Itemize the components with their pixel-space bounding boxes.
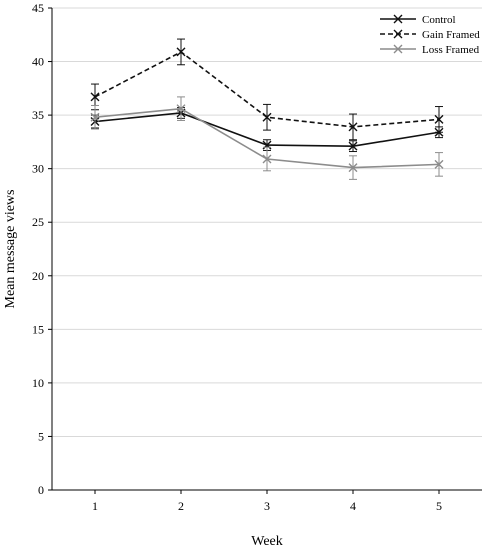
series-control xyxy=(90,107,444,153)
x-tick-label: 2 xyxy=(178,499,184,513)
legend-marker xyxy=(393,29,403,39)
series-line xyxy=(94,50,440,128)
data-point xyxy=(90,112,100,122)
legend-marker xyxy=(393,44,403,54)
x-tick-label: 4 xyxy=(350,499,356,513)
y-tick-label: 5 xyxy=(38,429,44,443)
y-tick-label: 25 xyxy=(32,215,44,229)
data-point xyxy=(262,140,272,150)
data-point xyxy=(434,114,444,124)
data-point xyxy=(348,141,358,151)
series-gain-framed xyxy=(90,38,444,141)
data-point xyxy=(262,112,272,122)
data-point xyxy=(176,104,186,114)
y-axis-title: Mean message views xyxy=(3,190,18,309)
legend-label: Control xyxy=(422,14,456,26)
data-point xyxy=(348,163,358,173)
legend: Control Gain Framed Loss Framed xyxy=(380,14,480,56)
data-point xyxy=(262,154,272,164)
y-tick-label: 40 xyxy=(32,55,44,69)
x-tick-label: 3 xyxy=(264,499,270,513)
legend-label: Loss Framed xyxy=(422,44,480,56)
data-point xyxy=(176,47,186,57)
legend-label: Gain Framed xyxy=(422,29,480,41)
y-tick-label: 35 xyxy=(32,108,44,122)
legend-marker xyxy=(393,14,403,24)
y-tick-label: 0 xyxy=(38,483,44,497)
y-tick-label: 45 xyxy=(32,1,44,15)
data-point xyxy=(348,122,358,132)
series-loss-framed xyxy=(90,96,444,180)
x-axis-title: Week xyxy=(251,534,283,549)
x-tick-label: 1 xyxy=(92,499,98,513)
data-point xyxy=(434,159,444,169)
y-tick-label: 20 xyxy=(32,269,44,283)
y-tick-label: 15 xyxy=(32,322,44,336)
gridlines xyxy=(52,7,482,437)
y-tick-label: 10 xyxy=(32,376,44,390)
series-group xyxy=(90,38,444,180)
y-tick-label: 30 xyxy=(32,162,44,176)
data-point xyxy=(90,92,100,102)
x-tick-label: 5 xyxy=(436,499,442,513)
